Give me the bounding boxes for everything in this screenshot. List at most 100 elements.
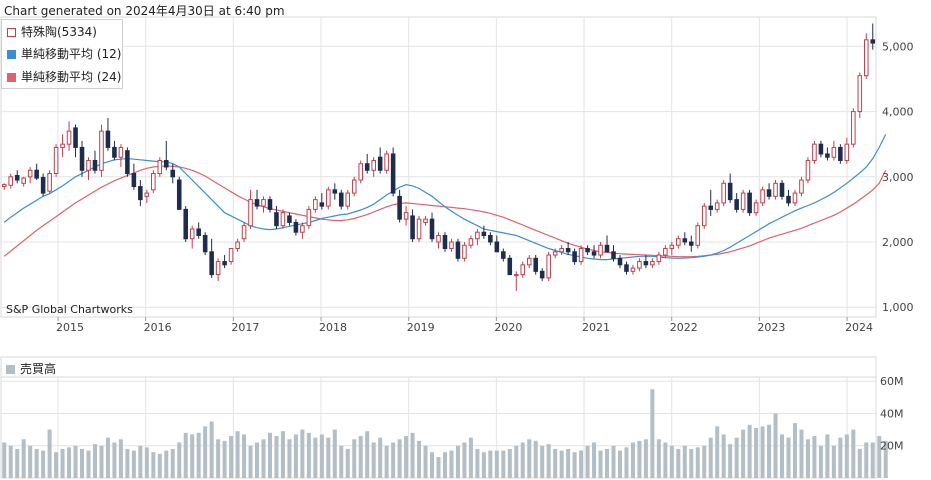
candle-body xyxy=(533,257,539,272)
candle-body xyxy=(125,150,130,175)
candle xyxy=(8,173,14,189)
volume-bar xyxy=(67,447,72,478)
volume-bar xyxy=(792,423,797,478)
candle-body xyxy=(112,146,117,158)
candle-body xyxy=(565,248,571,253)
volume-bar xyxy=(481,452,486,478)
volume-bar xyxy=(857,448,862,478)
volume-bar xyxy=(235,431,240,478)
volume-bar xyxy=(663,442,668,478)
candle-body xyxy=(21,177,26,184)
volume-bar xyxy=(695,447,700,478)
candle-body xyxy=(617,257,623,266)
candle xyxy=(688,235,694,252)
candle xyxy=(714,199,720,213)
candle-body xyxy=(805,159,811,181)
candle xyxy=(1,183,7,190)
candle xyxy=(73,124,78,158)
candle-body xyxy=(708,205,714,210)
candle xyxy=(215,258,221,282)
candle-body xyxy=(611,251,616,259)
legend-item-price: 特殊陶(5334) xyxy=(7,23,97,40)
legend-swatch-sma12 xyxy=(7,50,16,59)
candle xyxy=(857,72,863,119)
candle-body xyxy=(825,153,830,158)
candle xyxy=(734,193,739,213)
candle-body xyxy=(857,75,863,113)
candle xyxy=(183,206,189,242)
candle xyxy=(572,248,577,265)
chart-credit: S&P Global Chartworks xyxy=(6,303,133,316)
price-tick-label: 4,000 xyxy=(882,106,914,119)
volume-bar xyxy=(494,450,499,478)
candle-body xyxy=(73,127,78,148)
volume-bar xyxy=(682,445,687,478)
year-tick-label: 2017 xyxy=(231,321,259,334)
candle-body xyxy=(578,248,584,263)
candle-body xyxy=(248,199,253,227)
candle xyxy=(760,186,765,207)
volume-bar xyxy=(54,452,59,478)
candle-body xyxy=(688,241,694,246)
volume-bar xyxy=(80,448,85,478)
candle xyxy=(494,235,500,253)
candle xyxy=(682,232,688,246)
candle xyxy=(429,212,435,242)
candle xyxy=(637,258,642,272)
candle-body xyxy=(436,234,441,243)
candle xyxy=(248,189,253,229)
volume-bar xyxy=(417,440,422,478)
volume-bar xyxy=(293,434,298,478)
candle-body xyxy=(176,179,182,210)
candle xyxy=(844,137,850,164)
price-tick-label: 5,000 xyxy=(882,40,914,53)
candle xyxy=(831,140,837,161)
candle xyxy=(838,144,843,164)
candle-body xyxy=(481,231,487,236)
volume-bar xyxy=(715,426,720,478)
volume-bar xyxy=(60,448,65,478)
volume-bar xyxy=(734,437,739,478)
candle xyxy=(287,212,292,226)
candle-body xyxy=(92,159,98,171)
sma12-line xyxy=(3,134,887,261)
volume-bar xyxy=(157,453,162,478)
candle xyxy=(274,206,279,229)
candle xyxy=(14,170,20,184)
candle xyxy=(293,219,299,236)
year-tick-label: 2015 xyxy=(56,321,84,334)
candle-body xyxy=(403,212,409,220)
candle-body xyxy=(831,146,837,158)
volume-bar xyxy=(358,436,363,478)
candle-body xyxy=(332,189,338,194)
candle xyxy=(507,255,513,276)
volume-bar xyxy=(332,429,337,478)
candle-body xyxy=(86,159,91,171)
candle xyxy=(851,108,856,148)
volume-bar xyxy=(475,448,480,478)
candle-body xyxy=(838,146,843,161)
year-tick-label: 2016 xyxy=(144,321,172,334)
candle xyxy=(410,209,415,242)
candle xyxy=(520,261,526,278)
candle xyxy=(727,173,733,203)
candle-body xyxy=(539,270,545,279)
candle xyxy=(475,228,480,246)
candle xyxy=(488,232,493,246)
volume-bar xyxy=(650,389,655,478)
volume-bar xyxy=(728,444,733,478)
candle-body xyxy=(416,218,422,240)
candle xyxy=(481,225,487,239)
volume-bar xyxy=(131,450,136,478)
candle-body xyxy=(280,212,286,227)
candle xyxy=(552,248,558,259)
volume-bar xyxy=(144,447,149,478)
candle xyxy=(650,258,655,269)
candle-body xyxy=(468,238,474,246)
volume-bar xyxy=(877,436,882,478)
volume-bar xyxy=(177,442,182,478)
candle-body xyxy=(462,244,467,259)
volume-bar xyxy=(183,432,188,478)
candle xyxy=(792,189,798,207)
candle xyxy=(695,222,701,249)
